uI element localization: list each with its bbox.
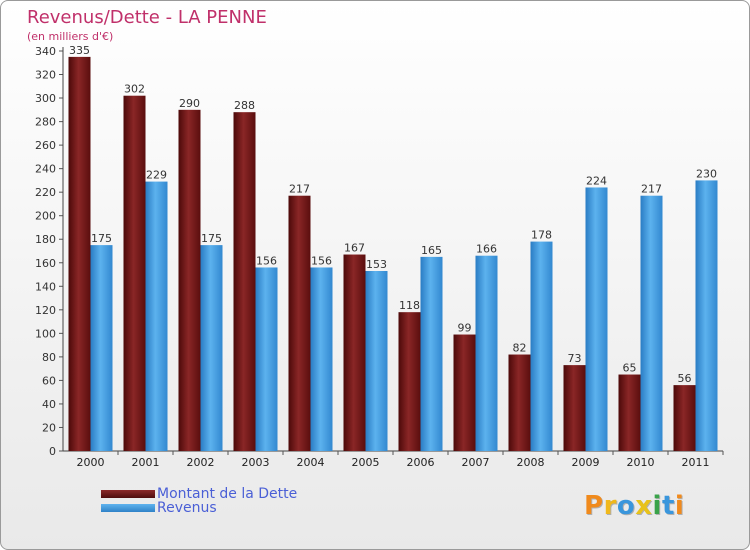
value-label-dette: 290	[179, 97, 200, 110]
logo-letter: t	[661, 491, 675, 521]
x-tick-label: 2005	[352, 456, 380, 469]
value-label-revenus: 230	[696, 167, 717, 180]
value-label-revenus: 165	[421, 244, 442, 257]
legend-item-revenus: Revenus	[101, 501, 297, 515]
logo-letter: x	[635, 491, 653, 521]
bar-revenus	[310, 267, 333, 451]
value-label-revenus: 175	[201, 232, 222, 245]
value-label-dette: 118	[399, 299, 420, 312]
legend-swatch-revenus	[101, 504, 155, 512]
bar-revenus	[530, 241, 553, 451]
value-label-dette: 217	[289, 183, 310, 196]
y-tick-label: 300	[35, 92, 56, 105]
y-tick-label: 120	[35, 304, 56, 317]
y-tick-label: 180	[35, 233, 56, 246]
bar-dette	[123, 95, 146, 452]
x-tick-label: 2011	[682, 456, 710, 469]
x-tick-label: 2003	[242, 456, 270, 469]
bar-dette	[288, 195, 311, 451]
bar-revenus	[145, 181, 168, 451]
legend: Montant de la Dette Revenus	[101, 487, 297, 515]
y-tick-label: 20	[42, 421, 56, 434]
value-label-dette: 335	[69, 44, 90, 57]
value-label-revenus: 156	[256, 254, 277, 267]
x-tick-label: 2000	[77, 456, 105, 469]
bar-revenus	[90, 245, 113, 451]
value-label-dette: 73	[568, 352, 582, 365]
y-tick-label: 280	[35, 116, 56, 129]
bar-dette	[673, 385, 696, 451]
y-tick-label: 80	[42, 351, 56, 364]
x-tick-label: 2008	[517, 456, 545, 469]
value-label-revenus: 175	[91, 232, 112, 245]
x-tick-label: 2009	[572, 456, 600, 469]
bar-revenus	[420, 256, 443, 451]
logo-letter: P	[584, 491, 604, 521]
value-label-dette: 56	[678, 372, 692, 385]
x-tick-label: 2010	[627, 456, 655, 469]
y-tick-label: 320	[35, 69, 56, 82]
value-label-revenus: 229	[146, 169, 167, 182]
value-label-dette: 65	[623, 362, 637, 375]
logo-letter: r	[603, 491, 617, 521]
y-tick-label: 60	[42, 374, 56, 387]
y-tick-label: 220	[35, 186, 56, 199]
bar-dette	[398, 312, 421, 451]
value-label-revenus: 153	[366, 258, 387, 271]
value-label-dette: 167	[344, 242, 365, 255]
bar-revenus	[200, 245, 223, 451]
y-tick-label: 160	[35, 257, 56, 270]
bar-dette	[453, 334, 476, 451]
value-label-dette: 99	[458, 322, 472, 335]
legend-swatch-dette	[101, 490, 155, 498]
y-tick-label: 100	[35, 327, 56, 340]
proxiti-logo: Proxiti	[584, 491, 684, 521]
logo-letter: i	[652, 491, 662, 521]
bar-dette	[178, 109, 201, 451]
bar-revenus	[695, 180, 718, 452]
x-tick-label: 2007	[462, 456, 490, 469]
bar-revenus	[640, 195, 663, 451]
y-tick-label: 260	[35, 139, 56, 152]
value-label-revenus: 156	[311, 254, 332, 267]
value-label-revenus: 224	[586, 174, 607, 187]
x-tick-label: 2004	[297, 456, 325, 469]
bar-revenus	[475, 255, 498, 451]
logo-letter: o	[616, 491, 636, 521]
legend-item-dette: Montant de la Dette	[101, 487, 297, 501]
bar-dette	[563, 365, 586, 451]
y-tick-label: 0	[49, 445, 56, 458]
legend-label-dette: Montant de la Dette	[157, 486, 298, 502]
y-tick-label: 340	[35, 45, 56, 58]
chart-subtitle: (en milliers d'€)	[27, 30, 114, 43]
value-label-dette: 288	[234, 99, 255, 112]
logo-letter: i	[674, 491, 685, 521]
chart-title: Revenus/Dette - LA PENNE	[27, 7, 267, 28]
bar-dette	[618, 374, 641, 451]
value-label-revenus: 217	[641, 183, 662, 196]
bar-revenus	[255, 267, 278, 451]
y-tick-label: 140	[35, 280, 56, 293]
bar-dette	[508, 354, 531, 451]
x-tick-label: 2001	[132, 456, 160, 469]
y-tick-label: 40	[42, 398, 56, 411]
y-tick-label: 200	[35, 210, 56, 223]
value-label-dette: 82	[513, 342, 527, 355]
bar-revenus	[585, 187, 608, 451]
bar-revenus	[365, 271, 388, 451]
bar-dette	[68, 56, 91, 451]
x-tick-label: 2006	[407, 456, 435, 469]
bar-dette	[233, 112, 256, 452]
legend-label-revenus: Revenus	[157, 500, 217, 516]
value-label-dette: 302	[124, 83, 145, 96]
bar-dette	[343, 254, 366, 451]
x-tick-label: 2002	[187, 456, 215, 469]
value-label-revenus: 166	[476, 243, 497, 256]
value-label-revenus: 178	[531, 229, 552, 242]
y-tick-label: 240	[35, 163, 56, 176]
